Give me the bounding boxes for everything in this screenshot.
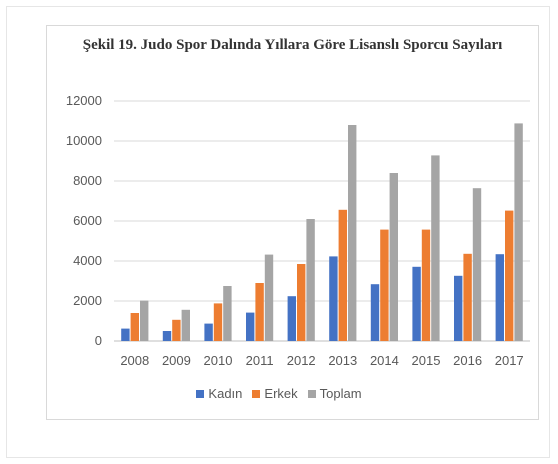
- y-tick-label: 12000: [66, 93, 102, 108]
- bar: [348, 125, 357, 341]
- bar: [213, 303, 223, 341]
- bar: [162, 331, 172, 341]
- legend-label: Kadın: [208, 386, 243, 401]
- bar: [463, 253, 472, 341]
- bar: [246, 312, 255, 341]
- y-tick-label: 10000: [66, 133, 102, 148]
- bar: [130, 313, 139, 341]
- legend-item: Kadın: [196, 386, 242, 401]
- bar: [172, 319, 181, 341]
- page-frame: [6, 6, 550, 458]
- bar: [505, 210, 514, 341]
- bar: [306, 219, 315, 341]
- bar: [380, 229, 389, 341]
- bar: [454, 275, 463, 341]
- bar: [181, 309, 190, 341]
- x-tick-label: 2009: [162, 353, 191, 368]
- bar: [297, 264, 306, 341]
- bar: [255, 283, 264, 341]
- legend-label: Toplam: [319, 386, 362, 401]
- legend-swatch: [196, 389, 205, 398]
- x-tick-label: 2013: [328, 353, 357, 368]
- chart-title: Şekil 19. Judo Spor Dalında Yıllara Göre…: [82, 37, 503, 53]
- legend-label: Erkek: [264, 386, 298, 401]
- bar: [121, 328, 130, 341]
- y-tick-label: 6000: [73, 213, 102, 228]
- legend-swatch: [307, 389, 316, 398]
- x-tick-label: 2012: [287, 353, 316, 368]
- legend-item: Erkek: [252, 386, 298, 401]
- bar: [431, 155, 440, 341]
- bar: [389, 173, 398, 341]
- x-tick-label: 2011: [246, 353, 274, 368]
- x-tick-label: 2017: [495, 353, 524, 368]
- bar: [223, 286, 232, 341]
- chart-area: [46, 25, 539, 420]
- legend-item: Toplam: [307, 386, 362, 401]
- bar: [495, 254, 504, 341]
- legend-swatch: [252, 389, 261, 398]
- bar: [329, 256, 338, 341]
- y-tick-label: 0: [95, 333, 102, 348]
- bar: [338, 209, 347, 341]
- bar: [204, 323, 213, 341]
- x-tick-label: 2016: [453, 353, 482, 368]
- bar: [287, 296, 296, 341]
- x-tick-label: 2010: [204, 353, 233, 368]
- x-tick-label: 2008: [120, 353, 149, 368]
- x-tick-label: 2014: [370, 353, 399, 368]
- chart-legend: Kadın Erkek Toplam: [0, 386, 558, 401]
- bar: [472, 188, 482, 341]
- y-tick-label: 4000: [73, 253, 102, 268]
- y-tick-label: 8000: [73, 173, 102, 188]
- bar: [140, 300, 149, 341]
- bar: [412, 266, 421, 341]
- bar: [370, 284, 380, 341]
- bar: [264, 254, 274, 341]
- x-tick-label: 2015: [412, 353, 441, 368]
- bar: [514, 123, 523, 342]
- y-tick-label: 2000: [73, 293, 102, 308]
- bar: [421, 229, 431, 341]
